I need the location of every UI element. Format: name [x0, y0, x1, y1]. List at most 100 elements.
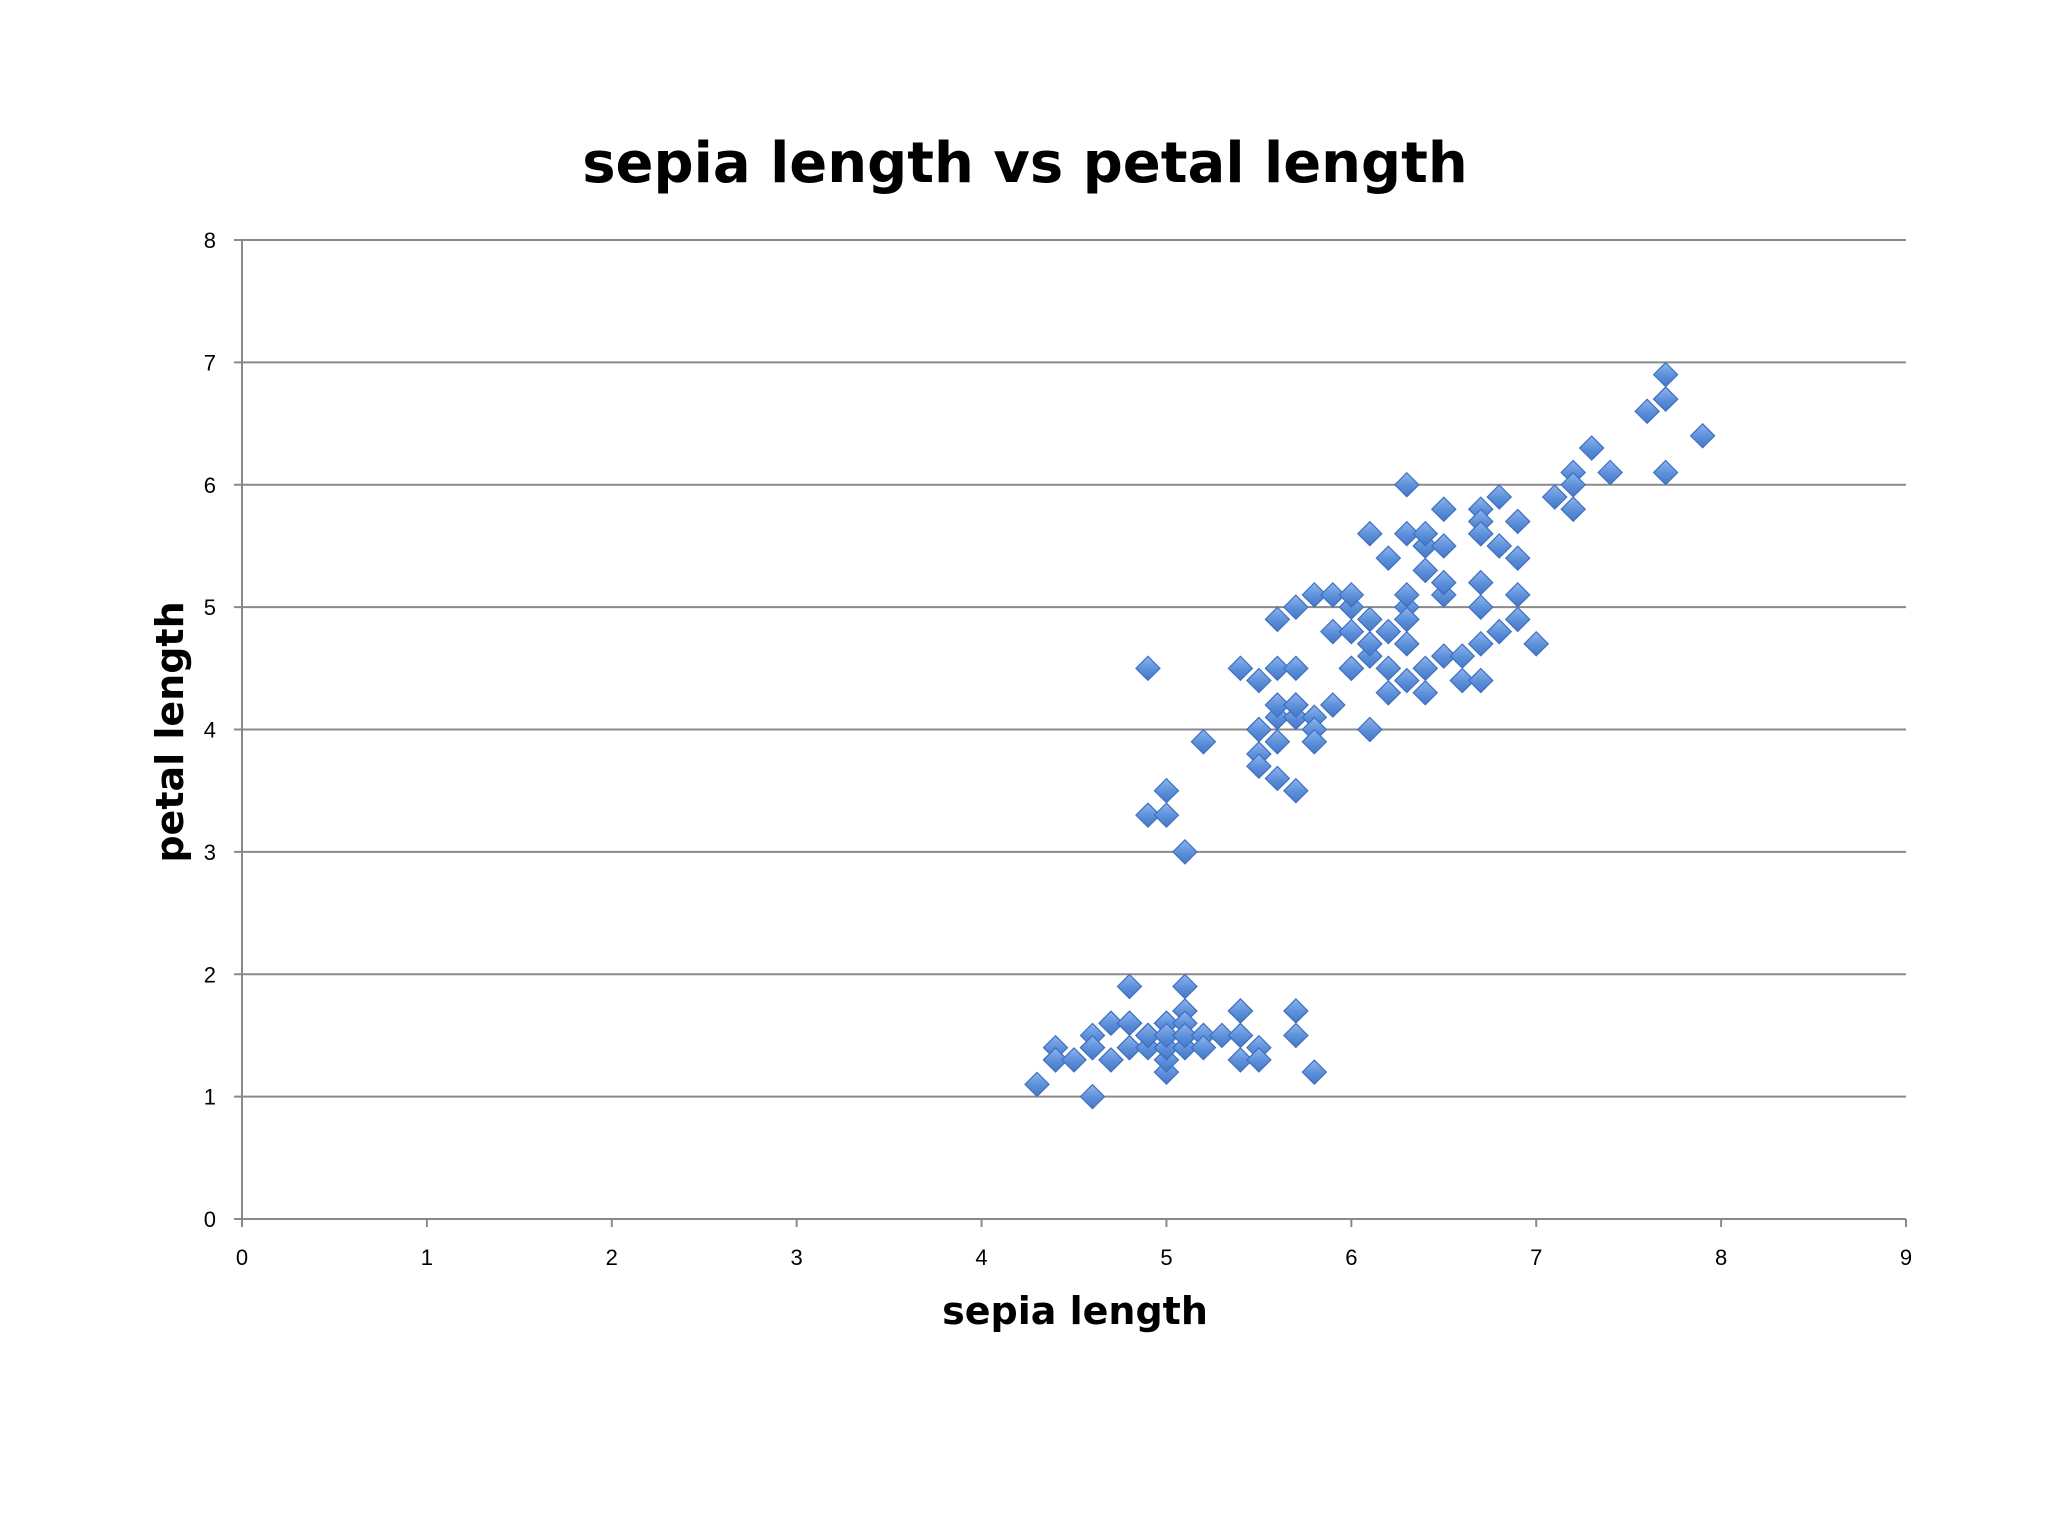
scatter-point — [1430, 496, 1457, 523]
scatter-point — [1172, 973, 1198, 1000]
scatter-point — [1246, 667, 1272, 694]
scatter-point — [1412, 655, 1439, 682]
data-points — [1024, 361, 1716, 1110]
tick-labels: 0 1 2 3 4 5 6 7 8 0 1 2 3 4 5 6 7 8 9 — [204, 228, 1912, 1270]
x-tick-label: 7 — [1530, 1245, 1542, 1270]
scatter-point — [1319, 618, 1346, 645]
chart-title: sepia length vs petal length — [582, 131, 1468, 196]
scatter-point — [1061, 1047, 1087, 1073]
scatter-point — [1393, 667, 1420, 694]
scatter-point — [1375, 618, 1402, 645]
scatter-point — [1190, 1034, 1217, 1061]
scatter-point — [1504, 508, 1531, 535]
scatter-point — [1172, 839, 1198, 865]
scatter-point — [1449, 667, 1476, 694]
scatter-point — [1375, 545, 1402, 572]
scatter-point — [1153, 777, 1180, 804]
y-tick-label: 0 — [204, 1207, 216, 1232]
scatter-point — [1486, 618, 1513, 645]
scatter-point — [1393, 606, 1420, 633]
x-tick-label: 6 — [1345, 1245, 1357, 1270]
scatter-point — [1135, 655, 1161, 682]
gridlines — [242, 239, 1906, 1098]
scatter-point — [1098, 1047, 1124, 1073]
scatter-point — [1356, 630, 1383, 657]
scatter-point — [1467, 520, 1494, 547]
y-tick-label: 5 — [204, 595, 216, 620]
scatter-point — [1560, 496, 1587, 523]
scatter-point — [1227, 1047, 1254, 1073]
scatter-point — [1393, 630, 1420, 657]
y-tick-label: 3 — [204, 840, 216, 865]
scatter-point — [1430, 643, 1457, 669]
scatter-point — [1578, 435, 1605, 461]
scatter-point — [1486, 533, 1513, 559]
scatter-point — [1246, 753, 1272, 780]
scatter-point — [1024, 1071, 1050, 1098]
scatter-point — [1283, 998, 1309, 1024]
scatter-point — [1135, 1022, 1161, 1049]
scatter-point — [1283, 692, 1309, 718]
scatter-point — [1393, 471, 1420, 498]
scatter-point — [1597, 459, 1624, 486]
scatter-point — [1301, 582, 1328, 608]
x-tick-label: 0 — [236, 1245, 248, 1270]
scatter-point — [1227, 998, 1254, 1024]
scatter-point — [1375, 679, 1402, 706]
y-axis-title: petal length — [148, 601, 192, 862]
scatter-point — [1486, 484, 1513, 510]
scatter-point — [1467, 569, 1494, 596]
scatter-point — [1449, 643, 1476, 669]
y-tick-label: 1 — [204, 1085, 216, 1110]
scatter-point — [1246, 716, 1272, 743]
scatter-point — [1283, 594, 1309, 620]
x-tick-label: 1 — [421, 1245, 433, 1270]
scatter-point — [1338, 618, 1365, 645]
scatter-point — [1467, 667, 1494, 694]
scatter-point — [1338, 582, 1365, 608]
scatter-point — [1264, 765, 1291, 792]
scatter-point — [1116, 973, 1143, 1000]
scatter-point — [1319, 692, 1346, 718]
scatter-point — [1375, 655, 1402, 682]
scatter-point — [1116, 1010, 1143, 1037]
scatter-point — [1412, 520, 1439, 547]
scatter-point — [1116, 1034, 1143, 1061]
scatter-point — [1430, 533, 1457, 559]
scatter-point — [1079, 1083, 1106, 1110]
scatter-point — [1504, 582, 1531, 608]
scatter-point — [1541, 484, 1568, 510]
x-tick-label: 3 — [791, 1245, 803, 1270]
scatter-point — [1098, 1010, 1124, 1037]
scatter-point — [1264, 728, 1291, 755]
scatter-point — [1560, 471, 1587, 498]
scatter-point — [1209, 1022, 1235, 1049]
scatter-point — [1523, 630, 1550, 657]
scatter-point — [1153, 802, 1180, 829]
scatter-point — [1079, 1034, 1106, 1061]
y-tick-label: 8 — [204, 228, 216, 253]
scatter-point — [1319, 582, 1346, 608]
scatter-point — [1153, 1022, 1180, 1049]
y-tick-label: 4 — [204, 718, 216, 743]
scatter-point — [1264, 655, 1291, 682]
scatter-point — [1227, 1022, 1254, 1049]
scatter-point — [1356, 606, 1383, 633]
scatter-point — [1135, 802, 1161, 829]
scatter-point — [1652, 459, 1679, 486]
y-tick-label: 7 — [204, 350, 216, 375]
y-tick-label: 2 — [204, 962, 216, 987]
scatter-point — [1412, 679, 1439, 706]
scatter-point — [1227, 655, 1254, 682]
scatter-point — [1246, 1047, 1272, 1073]
scatter-point — [1467, 630, 1494, 657]
scatter-point — [1393, 520, 1420, 547]
scatter-point — [1356, 716, 1383, 743]
scatter-point — [1042, 1047, 1069, 1073]
y-tick-label: 6 — [204, 473, 216, 498]
scatter-point — [1264, 692, 1291, 718]
scatter-point — [1283, 1022, 1309, 1049]
scatter-point — [1634, 398, 1661, 425]
scatter-point — [1467, 594, 1494, 620]
